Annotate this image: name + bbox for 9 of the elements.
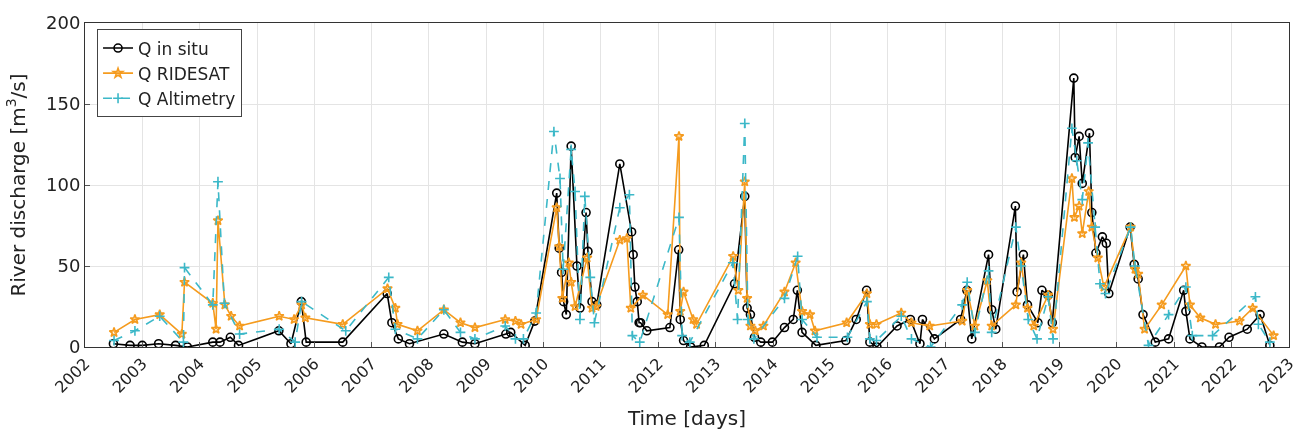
legend-label: Q RIDESAT <box>138 63 230 84</box>
legend-label: Q Altimetry <box>138 88 236 109</box>
y-tick-label: 0 <box>68 336 81 358</box>
x-axis-title: Time [days] <box>626 405 747 430</box>
y-tick-label: 100 <box>46 174 81 196</box>
legend-label: Q in situ <box>138 38 209 59</box>
y-tick-label: 200 <box>46 12 81 34</box>
y-tick-label: 150 <box>46 93 81 115</box>
y-tick-label: 50 <box>57 255 81 277</box>
